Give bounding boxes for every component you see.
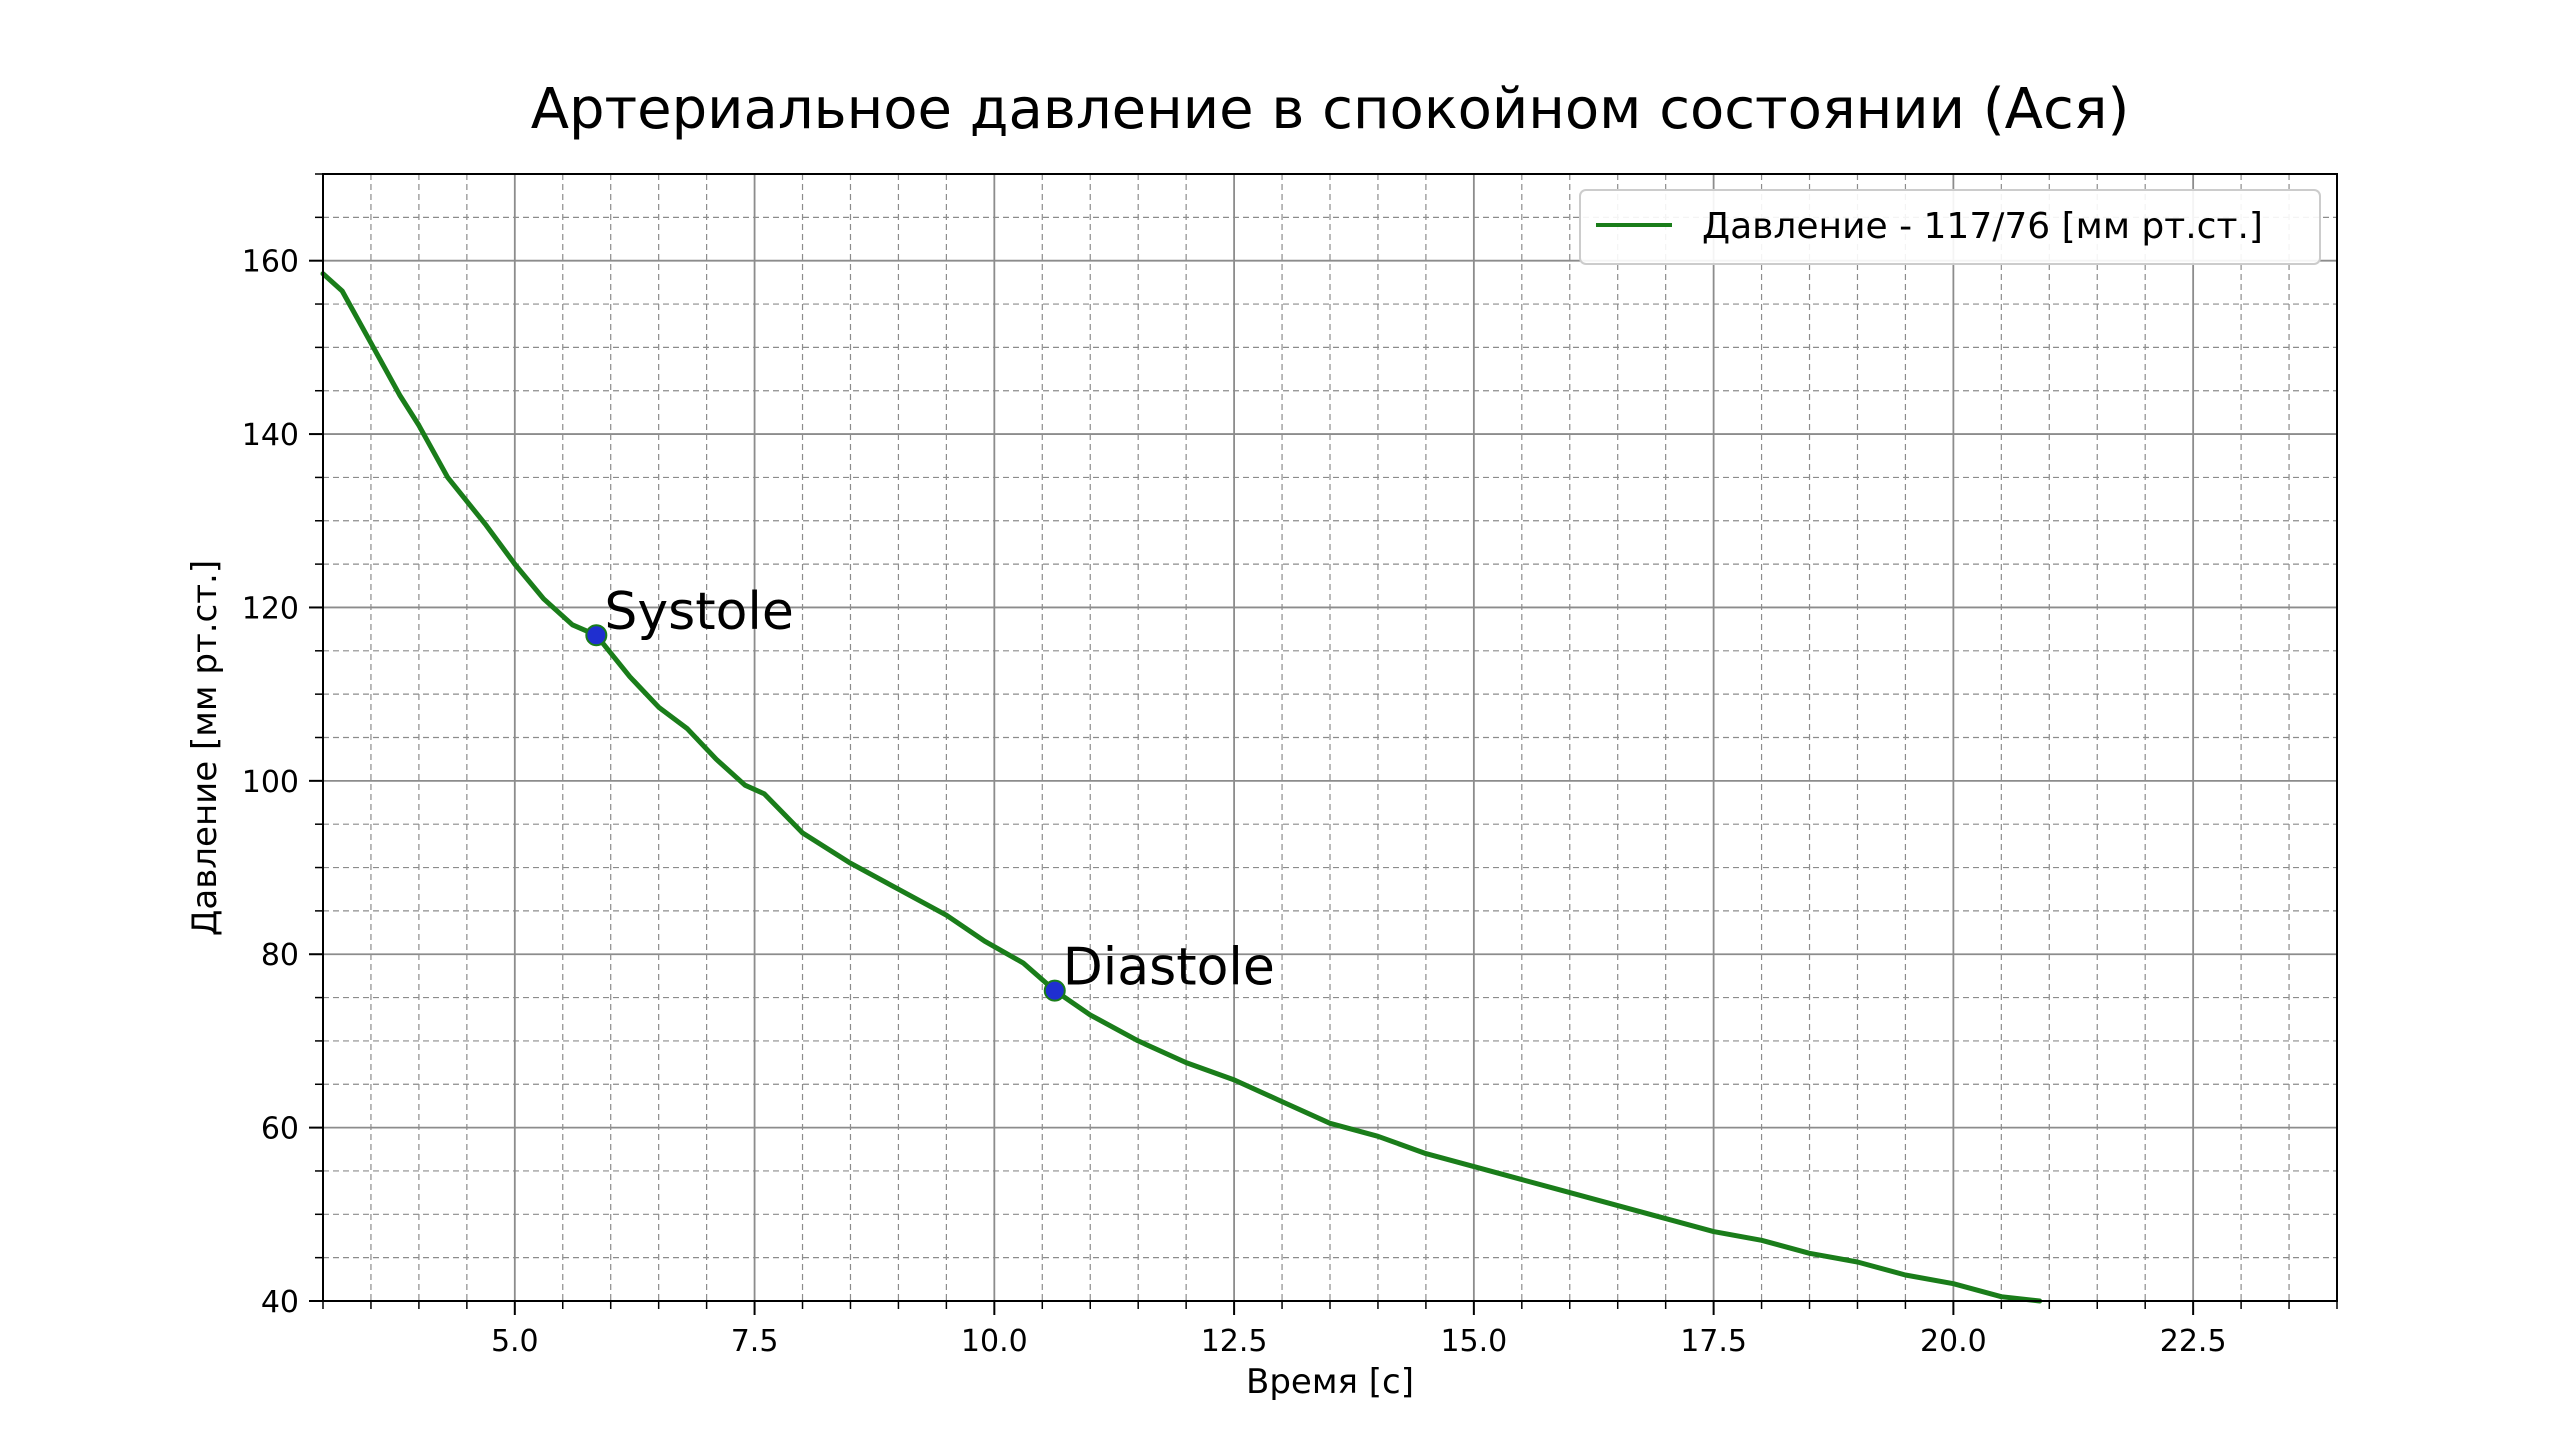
- x-axis-label: Время [с]: [1246, 1362, 1414, 1402]
- annotation-label: Diastole: [1063, 938, 1275, 998]
- axis-ticks: 5.0 7.5 10.0 12.5 15.0 17.5 20.0 22.5 40 60 80 100 1…: [242, 173, 2338, 1359]
- y-tick-label: 160: [242, 245, 299, 280]
- major-grid: [323, 174, 2337, 1302]
- y-tick-label: 60: [261, 1112, 299, 1147]
- series-layer: [320, 271, 2043, 1304]
- chart-title: Артериальное давление в спокойном состоя…: [531, 77, 2130, 142]
- x-tick-label: 22.5: [2160, 1324, 2227, 1359]
- minor-grid: [322, 173, 2338, 1301]
- annotation-marker: [1043, 979, 1066, 1002]
- legend-box: [1579, 189, 2321, 265]
- series-line: [320, 271, 2043, 1304]
- annotation-marker: [585, 624, 608, 647]
- annotation-markers: [585, 624, 1066, 1002]
- x-tick-label: 10.0: [961, 1324, 1028, 1359]
- plot-frame: [322, 173, 2338, 1302]
- legend: Давление - 117/76 [мм рт.ст.]: [1579, 189, 2321, 265]
- x-tick-label: 15.0: [1440, 1324, 1507, 1359]
- x-tick-label: 20.0: [1920, 1324, 1987, 1359]
- x-tick-label: 12.5: [1201, 1324, 1268, 1359]
- y-tick-label: 100: [242, 765, 299, 800]
- y-tick-label: 40: [261, 1285, 299, 1320]
- x-tick-label: 7.5: [731, 1324, 779, 1359]
- y-tick-label: 80: [261, 938, 299, 973]
- x-tick-label: 5.0: [491, 1324, 539, 1359]
- legend-entry: Давление - 117/76 [мм рт.ст.]: [1702, 206, 2263, 247]
- y-tick-label: 120: [242, 591, 299, 626]
- y-axis-label: Давление [мм рт.ст.]: [185, 560, 225, 936]
- x-tick-label: 17.5: [1680, 1324, 1747, 1359]
- y-tick-label: 140: [242, 418, 299, 453]
- annotation-label: Systole: [604, 582, 794, 642]
- annotation-labels: Systole Diastole: [604, 582, 1275, 997]
